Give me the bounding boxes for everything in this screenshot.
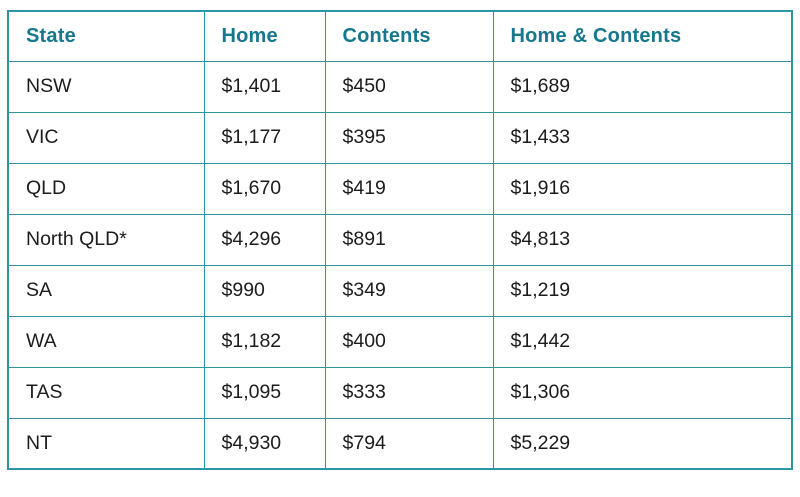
table-row: NT $4,930 $794 $5,229 [7,417,793,470]
cell-contents: $349 [324,264,494,317]
cell-contents: $400 [324,315,494,368]
table-row: QLD $1,670 $419 $1,916 [7,162,793,215]
table-row: VIC $1,177 $395 $1,433 [7,111,793,164]
cell-home-contents: $4,813 [492,213,793,266]
table-row: NSW $1,401 $450 $1,689 [7,60,793,113]
cell-home: $4,930 [203,417,326,470]
cell-state: VIC [7,111,205,164]
column-header-state: State [7,10,205,62]
cell-state: North QLD* [7,213,205,266]
header-row: State Home Contents Home & Contents [7,10,793,62]
cell-home-contents: $1,219 [492,264,793,317]
premiums-table: State Home Contents Home & Contents NSW $… [7,10,793,470]
table-row: North QLD* $4,296 $891 $4,813 [7,213,793,266]
cell-home-contents: $1,916 [492,162,793,215]
cell-state: WA [7,315,205,368]
cell-state: NSW [7,60,205,113]
cell-home-contents: $1,689 [492,60,793,113]
cell-state: NT [7,417,205,470]
premiums-table-container: State Home Contents Home & Contents NSW $… [7,10,793,470]
table-row: WA $1,182 $400 $1,442 [7,315,793,368]
cell-home: $1,177 [203,111,326,164]
cell-state: QLD [7,162,205,215]
cell-state: TAS [7,366,205,419]
cell-contents: $395 [324,111,494,164]
table-header: State Home Contents Home & Contents [7,10,793,62]
cell-home: $1,182 [203,315,326,368]
cell-home-contents: $1,433 [492,111,793,164]
cell-state: SA [7,264,205,317]
cell-home: $1,095 [203,366,326,419]
column-header-home: Home [203,10,326,62]
cell-contents: $450 [324,60,494,113]
table-body: NSW $1,401 $450 $1,689 VIC $1,177 $395 $1,433 QL… [7,60,793,470]
cell-contents: $419 [324,162,494,215]
cell-home-contents: $1,306 [492,366,793,419]
cell-contents: $333 [324,366,494,419]
table-row: SA $990 $349 $1,219 [7,264,793,317]
column-header-home-contents: Home & Contents [492,10,793,62]
column-header-contents: Contents [324,10,494,62]
cell-home: $4,296 [203,213,326,266]
cell-home: $990 [203,264,326,317]
cell-home-contents: $5,229 [492,417,793,470]
table-row: TAS $1,095 $333 $1,306 [7,366,793,419]
cell-home: $1,401 [203,60,326,113]
cell-contents: $891 [324,213,494,266]
cell-home-contents: $1,442 [492,315,793,368]
cell-home: $1,670 [203,162,326,215]
cell-contents: $794 [324,417,494,470]
